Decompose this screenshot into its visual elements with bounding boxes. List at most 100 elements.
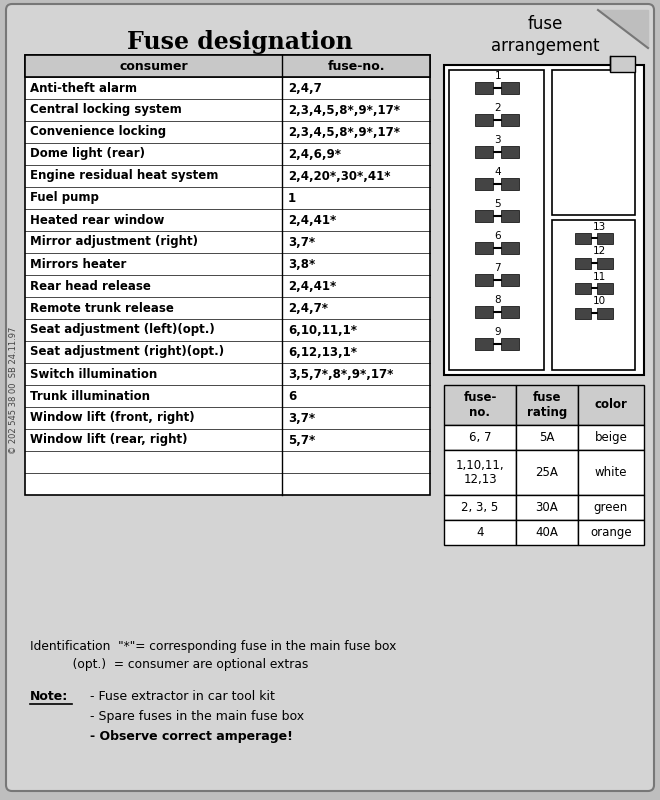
Bar — [578, 385, 644, 425]
Text: 6,10,11,1*: 6,10,11,1* — [288, 323, 357, 337]
Bar — [500, 242, 519, 254]
Text: 3,5,7*,8*,9*,17*: 3,5,7*,8*,9*,17* — [288, 367, 393, 381]
Bar — [574, 233, 591, 243]
Text: 7: 7 — [494, 263, 501, 273]
Text: - Fuse extractor in car tool kit: - Fuse extractor in car tool kit — [90, 690, 275, 703]
Text: 6,12,13,1*: 6,12,13,1* — [288, 346, 357, 358]
Text: 4: 4 — [494, 167, 501, 177]
FancyBboxPatch shape — [6, 4, 654, 791]
Text: Seat adjustment (right)(opt.): Seat adjustment (right)(opt.) — [30, 346, 224, 358]
Bar — [500, 306, 519, 318]
Text: 2,4,6,9*: 2,4,6,9* — [288, 147, 341, 161]
Text: fuse
arrangement: fuse arrangement — [491, 15, 599, 55]
Text: 2,4,7*: 2,4,7* — [288, 302, 328, 314]
Bar — [475, 114, 492, 126]
Text: - Observe correct amperage!: - Observe correct amperage! — [90, 730, 293, 743]
Bar — [578, 450, 644, 495]
Text: Trunk illumination: Trunk illumination — [30, 390, 150, 402]
Text: fuse-
no.: fuse- no. — [463, 391, 497, 418]
Bar — [444, 425, 516, 450]
Text: 2, 3, 5: 2, 3, 5 — [461, 501, 498, 514]
Text: Window lift (rear, right): Window lift (rear, right) — [30, 434, 187, 446]
Text: 9: 9 — [494, 327, 501, 337]
Bar — [552, 220, 635, 370]
Text: 1,10,11,
12,13: 1,10,11, 12,13 — [455, 458, 504, 486]
Text: Heated rear window: Heated rear window — [30, 214, 164, 226]
Text: Note:: Note: — [30, 690, 68, 703]
Text: 5: 5 — [494, 199, 501, 209]
Bar — [500, 274, 519, 286]
Bar — [444, 495, 516, 520]
Text: 3,7*: 3,7* — [288, 235, 315, 249]
Text: 8: 8 — [494, 295, 501, 305]
Bar — [500, 114, 519, 126]
Text: Engine residual heat system: Engine residual heat system — [30, 170, 218, 182]
Text: fuse
rating: fuse rating — [527, 391, 567, 418]
Text: 12: 12 — [593, 246, 606, 257]
Text: Identification  "*"= corresponding fuse in the main fuse box: Identification "*"= corresponding fuse i… — [30, 640, 397, 653]
Text: Fuel pump: Fuel pump — [30, 191, 99, 205]
Bar — [516, 385, 578, 425]
Text: 2,4,20*,30*,41*: 2,4,20*,30*,41* — [288, 170, 391, 182]
Text: © 202 545 38 00  SB 24.11.97: © 202 545 38 00 SB 24.11.97 — [9, 326, 18, 454]
Bar — [516, 450, 578, 495]
Text: Dome light (rear): Dome light (rear) — [30, 147, 145, 161]
Bar — [610, 56, 635, 72]
Bar — [500, 146, 519, 158]
Bar — [475, 210, 492, 222]
Bar — [552, 70, 635, 215]
Bar — [475, 306, 492, 318]
Text: 2,3,4,5,8*,9*,17*: 2,3,4,5,8*,9*,17* — [288, 126, 400, 138]
Text: Seat adjustment (left)(opt.): Seat adjustment (left)(opt.) — [30, 323, 214, 337]
Bar — [578, 520, 644, 545]
Bar — [597, 258, 612, 269]
Text: orange: orange — [590, 526, 632, 539]
Text: Fuse designation: Fuse designation — [127, 30, 353, 54]
Bar — [444, 385, 516, 425]
Text: 6: 6 — [494, 231, 501, 241]
Text: Mirror adjustment (right): Mirror adjustment (right) — [30, 235, 198, 249]
Text: 2,4,41*: 2,4,41* — [288, 279, 336, 293]
Bar — [516, 495, 578, 520]
Bar — [475, 82, 492, 94]
Bar — [574, 307, 591, 318]
Text: beige: beige — [595, 431, 628, 444]
Text: 25A: 25A — [535, 466, 558, 479]
Bar — [574, 282, 591, 294]
Bar — [578, 495, 644, 520]
Text: Anti-theft alarm: Anti-theft alarm — [30, 82, 137, 94]
Text: fuse-no.: fuse-no. — [327, 59, 385, 73]
Bar — [516, 425, 578, 450]
Text: 2,3,4,5,8*,9*,17*: 2,3,4,5,8*,9*,17* — [288, 103, 400, 117]
Text: 1: 1 — [494, 71, 501, 81]
Text: 2: 2 — [494, 103, 501, 113]
Text: consumer: consumer — [119, 59, 188, 73]
Polygon shape — [598, 10, 648, 48]
Bar — [578, 425, 644, 450]
Text: Convenience locking: Convenience locking — [30, 126, 166, 138]
Text: Rear head release: Rear head release — [30, 279, 151, 293]
Bar — [500, 338, 519, 350]
Text: Mirrors heater: Mirrors heater — [30, 258, 126, 270]
Text: 3,8*: 3,8* — [288, 258, 315, 270]
Bar — [597, 282, 612, 294]
Text: 2,4,7: 2,4,7 — [288, 82, 322, 94]
Text: 10: 10 — [593, 297, 606, 306]
Text: 6: 6 — [288, 390, 296, 402]
Text: 6, 7: 6, 7 — [469, 431, 491, 444]
Bar — [444, 520, 516, 545]
Text: Remote trunk release: Remote trunk release — [30, 302, 174, 314]
Bar — [597, 307, 612, 318]
Bar — [475, 178, 492, 190]
Text: 30A: 30A — [536, 501, 558, 514]
Text: Central locking system: Central locking system — [30, 103, 182, 117]
Text: - Spare fuses in the main fuse box: - Spare fuses in the main fuse box — [90, 710, 304, 723]
Text: 3,7*: 3,7* — [288, 411, 315, 425]
Text: 40A: 40A — [535, 526, 558, 539]
Bar — [25, 55, 430, 77]
Bar — [475, 338, 492, 350]
Text: 5,7*: 5,7* — [288, 434, 315, 446]
Bar — [475, 242, 492, 254]
Text: (opt.)  = consumer are optional extras: (opt.) = consumer are optional extras — [30, 658, 308, 671]
Text: 13: 13 — [593, 222, 606, 231]
